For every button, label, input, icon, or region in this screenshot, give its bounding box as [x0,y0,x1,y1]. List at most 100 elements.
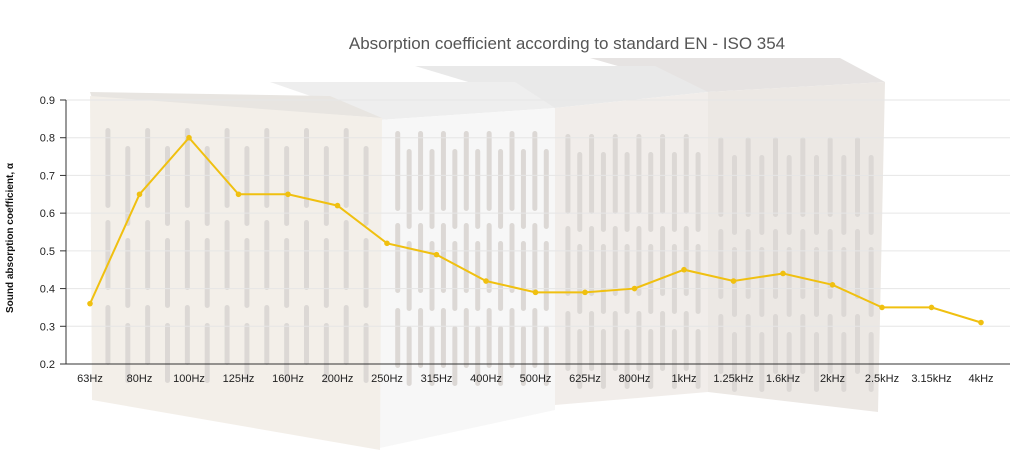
y-tick-label: 0.9 [40,95,55,107]
panel-slot [284,146,290,226]
panel-slot [565,134,571,214]
panel-slot [395,223,401,293]
panel-slot [600,244,606,314]
panel-slot [520,326,526,386]
panel-slot [759,332,765,392]
panel-slot [509,308,515,368]
panel-slot [429,326,435,386]
panel-slot [363,323,369,383]
panel-slot [868,155,874,235]
y-tick-label: 0.7 [40,170,55,182]
x-tick-label: 800Hz [619,373,651,385]
x-tick-label: 3.15kHz [911,373,951,385]
panel-slot [165,238,170,308]
x-tick-label: 4kHz [968,373,993,385]
data-point [384,240,390,247]
panel-slot [671,244,677,314]
panel-slot [452,149,458,229]
panel-slot [683,311,689,371]
x-tick-label: 63Hz [77,373,103,385]
panel-slot [418,223,424,293]
panel-slot [343,305,349,365]
panel-slot [406,326,412,386]
panel-slot [463,223,469,293]
panel-slot [800,137,806,217]
panel-slot [565,226,571,296]
panel-slot [244,238,250,308]
panel-slot [429,149,435,229]
panel-slot [395,131,401,211]
panel-slot [683,226,689,296]
panel-slot [577,329,583,389]
panel-slot [660,134,666,214]
panel-slot [323,146,329,226]
panel-slot [184,305,190,365]
panel-slot [440,131,446,211]
panel-slot [475,326,481,386]
panel-slot [520,149,526,229]
panel-slot [636,311,642,371]
data-point [780,270,786,277]
panel-slot [418,308,424,368]
data-point [87,300,93,307]
panel-slot [759,155,765,235]
data-point [631,285,638,292]
panel-slot [429,241,435,311]
panel-slot [244,146,250,226]
panel-slot [498,149,504,229]
panel-slot [418,131,424,211]
data-point [334,202,341,209]
y-tick-label: 0.3 [40,321,55,333]
panel-slot [868,332,874,392]
panel-slot [800,229,806,299]
panel-slot [264,305,270,365]
panel-slot [773,314,778,374]
panel-slot [184,220,190,290]
data-point [235,191,242,198]
panel-slot [125,238,131,308]
data-point [978,319,984,326]
panel-slot [284,238,290,308]
panel-slot [452,241,458,311]
x-tick-label: 160Hz [272,373,304,385]
panel-slot [718,314,724,374]
panel-slot [589,311,595,371]
panel-slot [565,311,571,371]
x-tick-label: 315Hz [421,373,453,385]
panel-slot [105,128,111,208]
x-tick-label: 1.25kHz [713,373,753,385]
data-point [285,191,291,198]
panel-slot [184,128,190,208]
panel-slot [718,229,724,299]
panel-slot [648,244,654,314]
panel-slot [105,220,111,290]
data-point [582,289,588,296]
panel-slot [671,152,677,232]
panel-slot [612,226,618,296]
panel-slot [520,241,526,311]
panel-slot [718,137,724,217]
panel-slot [786,155,792,235]
gridlines [66,99,1010,327]
panel-slot [814,332,819,392]
panel-slot [509,131,515,211]
data-point [730,278,737,284]
panel-slot [498,241,504,311]
data-point [532,289,539,296]
panel-slot [486,308,492,368]
panel-slot [636,226,642,296]
panel-slot [204,323,210,383]
panel-slot [509,223,515,293]
x-tick-label: 500Hz [520,373,552,385]
panel-slot [165,323,170,383]
panel-slot [543,241,549,311]
y-tick-label: 0.6 [40,208,55,220]
panel-slot [648,152,654,232]
panel-slot [105,305,111,365]
panel-slot [786,247,792,317]
panel-slot [827,137,833,217]
panel-slot [406,149,412,229]
y-axis-label: Sound absorption coefficient, α [5,162,16,313]
panel-slot [855,229,860,299]
